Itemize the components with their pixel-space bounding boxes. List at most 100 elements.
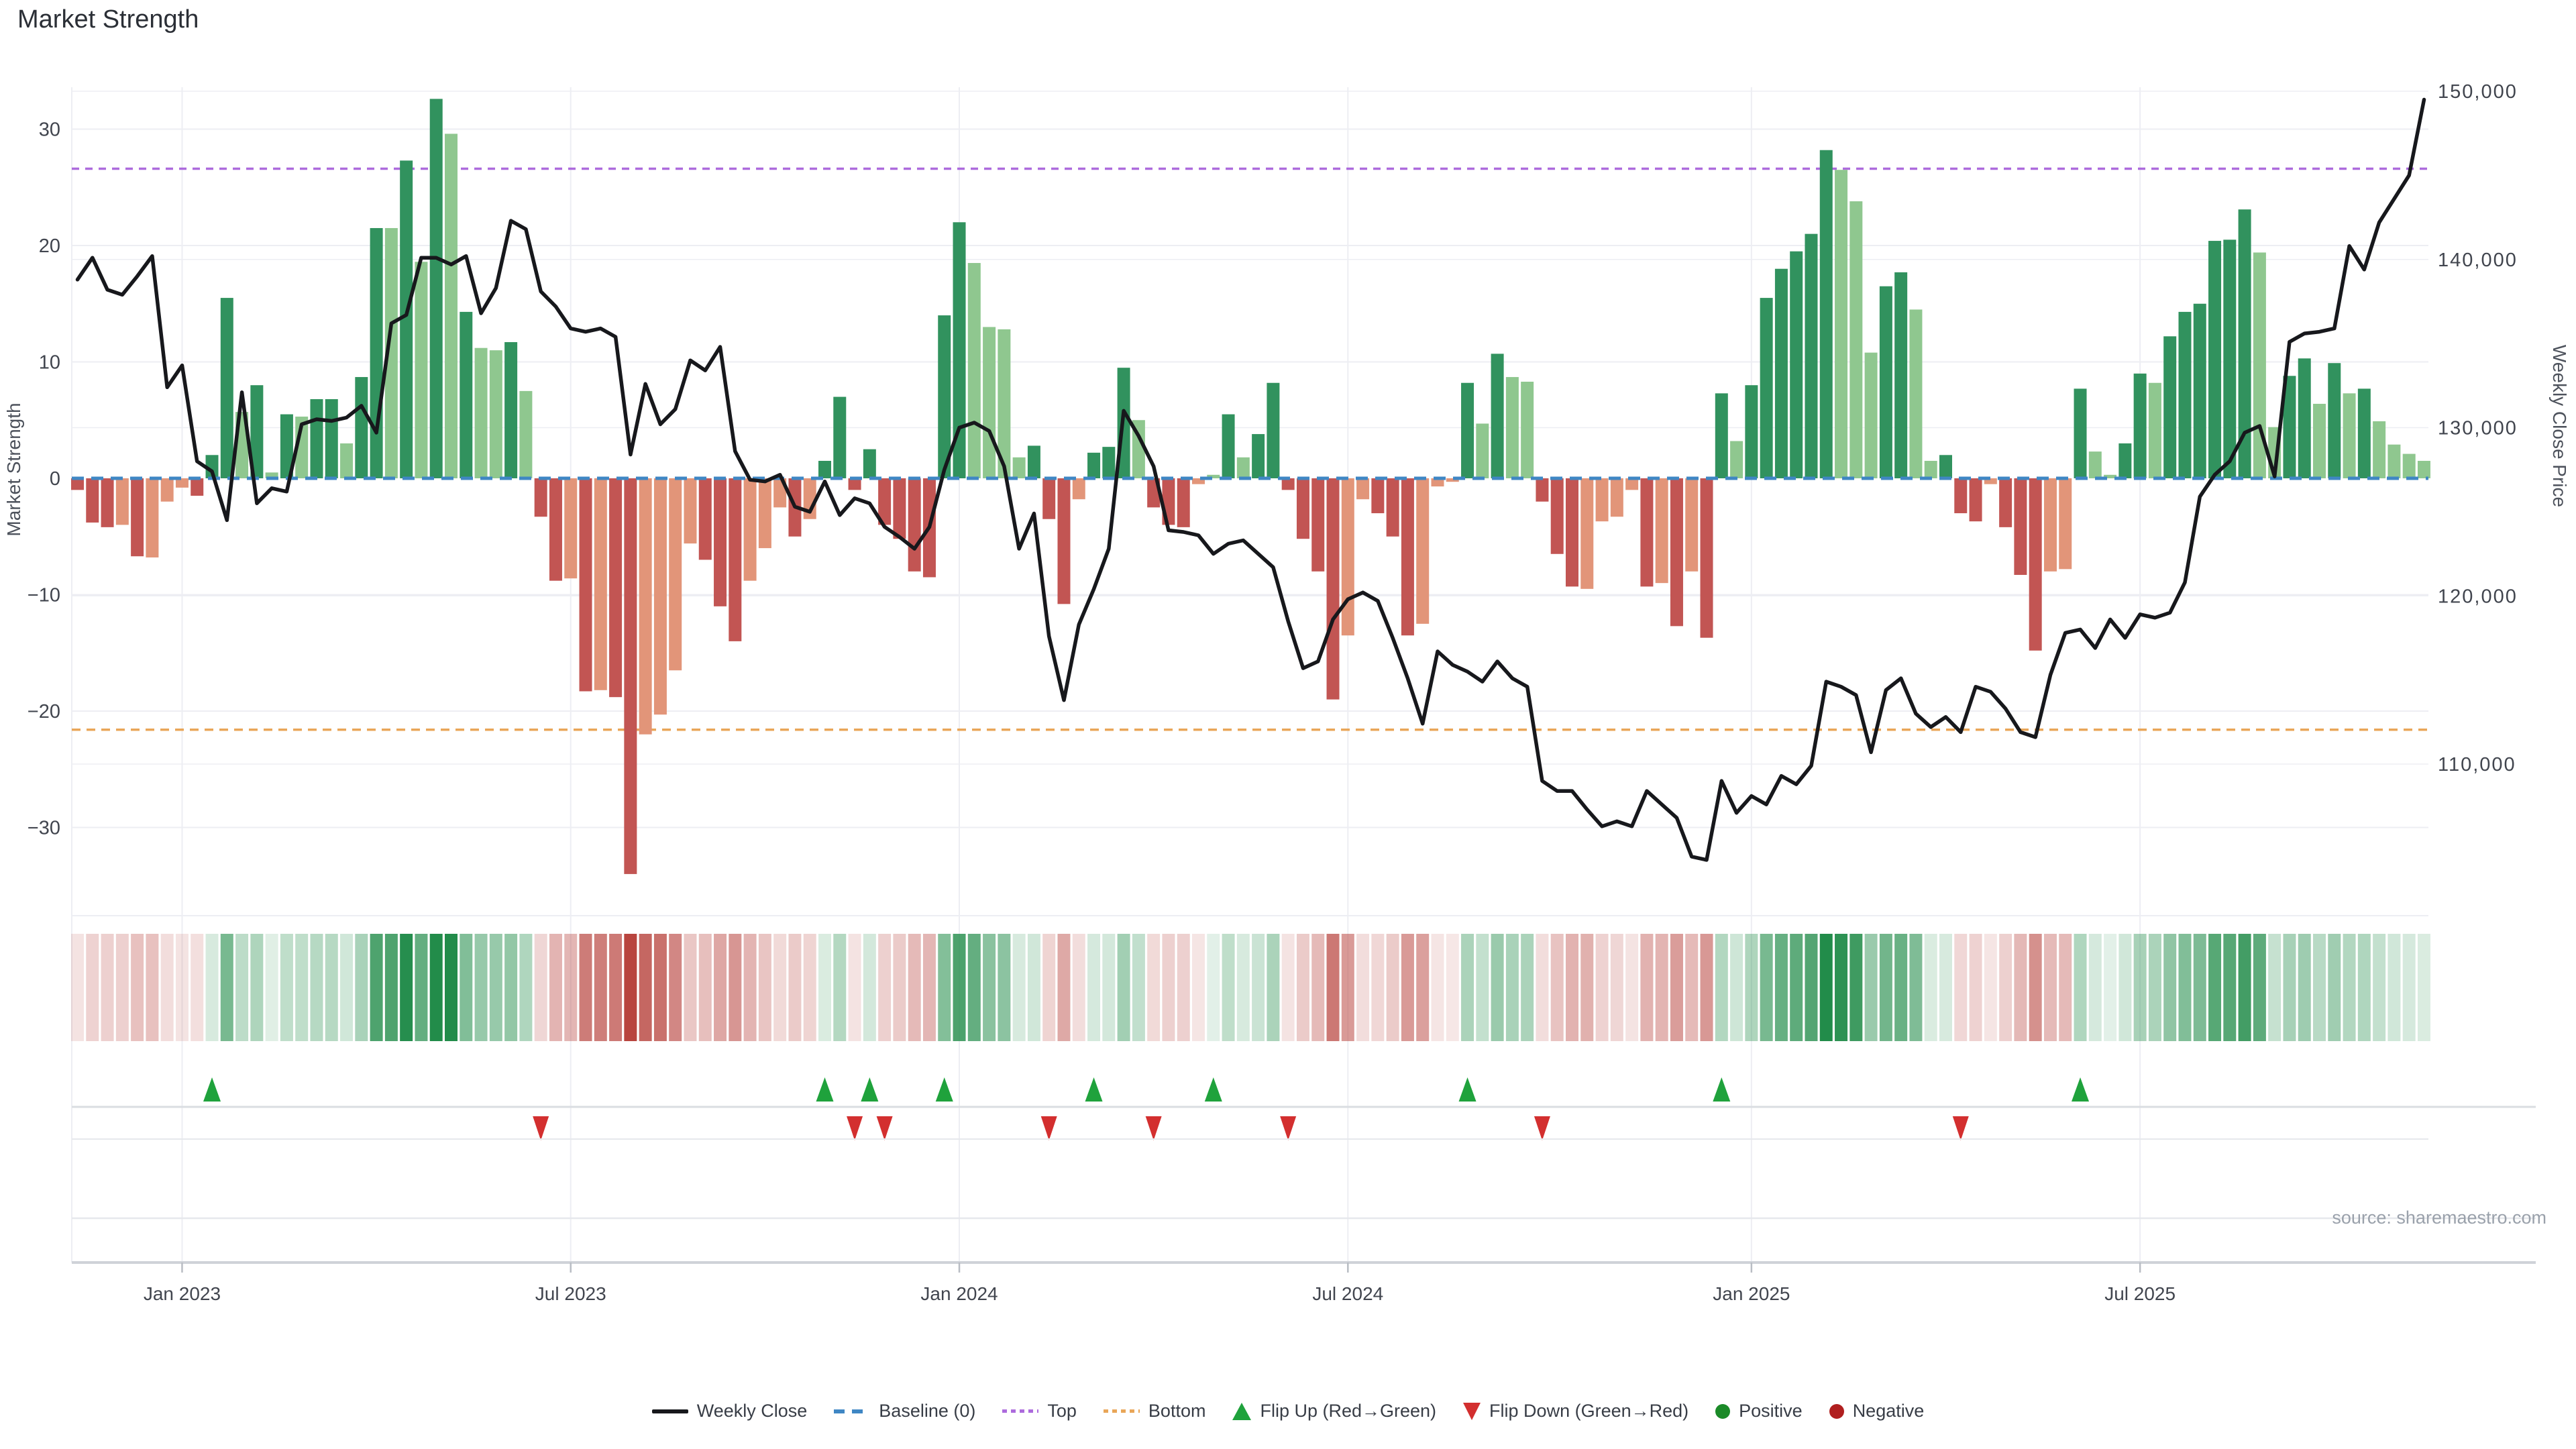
- heatmap-cell: [1012, 934, 1026, 1041]
- heatmap-cell: [370, 934, 383, 1041]
- strength-bar: [1894, 272, 1908, 478]
- heatmap-cell: [2417, 934, 2430, 1041]
- strength-bar: [175, 478, 189, 488]
- legend-item-bottom[interactable]: Bottom: [1103, 1401, 1205, 1421]
- heatmap-cell: [579, 934, 592, 1041]
- heatmap-cell: [101, 934, 114, 1041]
- heatmap-cell: [2357, 934, 2371, 1041]
- heatmap-cell: [624, 934, 637, 1041]
- heatmap-cell: [1356, 934, 1370, 1041]
- heatmap-cell: [86, 934, 99, 1041]
- strength-bar: [474, 347, 488, 478]
- legend-item-top[interactable]: Top: [1002, 1401, 1077, 1421]
- dot-orange-icon: [1103, 1409, 1140, 1413]
- strength-bar: [1655, 478, 1668, 584]
- heatmap-cell: [1566, 934, 1578, 1041]
- heatmap-cell: [1805, 934, 1818, 1041]
- heatmap-cell: [1341, 934, 1354, 1041]
- flip-up-marker: [1085, 1077, 1103, 1102]
- strength-bar: [967, 263, 981, 478]
- strength-bar: [1132, 420, 1145, 478]
- legend-item-positive[interactable]: Positive: [1715, 1401, 1803, 1421]
- strength-bar: [1730, 441, 1743, 478]
- y-axis-tick-label: 10: [39, 352, 60, 374]
- heatmap-cell: [2133, 934, 2147, 1041]
- heatmap-cell: [2298, 934, 2311, 1041]
- flip-up-marker: [1458, 1077, 1477, 1102]
- strength-bar: [714, 478, 727, 606]
- heatmap-cell: [1715, 934, 1728, 1041]
- strength-bar: [280, 414, 293, 478]
- flip-down-marker: [847, 1116, 863, 1140]
- heatmap-cell: [1610, 934, 1623, 1041]
- legend-item-baseline-0[interactable]: Baseline (0): [834, 1401, 975, 1421]
- heatmap-cell: [2283, 934, 2296, 1041]
- heatmap-cell: [460, 934, 473, 1041]
- heatmap-cell: [743, 934, 757, 1041]
- strength-bar: [1222, 414, 1235, 478]
- heatmap-cell: [400, 934, 413, 1041]
- strength-bar: [684, 478, 697, 544]
- strength-bar: [1296, 478, 1309, 539]
- heatmap-cell: [1685, 934, 1699, 1041]
- strength-bar: [1939, 455, 1952, 478]
- strength-bar: [2148, 382, 2161, 478]
- heatmap-cell: [2208, 934, 2222, 1041]
- heatmap-cell: [2059, 934, 2072, 1041]
- heatmap-cell: [2148, 934, 2161, 1041]
- left-axis-title: Market Strength: [3, 402, 24, 536]
- page-title: Market Strength: [17, 5, 199, 34]
- legend-item-flip-down-green-red[interactable]: Flip Down (Green→Red): [1463, 1401, 1688, 1421]
- heatmap-cell: [863, 934, 876, 1041]
- flip-down-marker: [1280, 1116, 1297, 1140]
- strength-bar: [1102, 447, 1116, 478]
- strength-bar: [1461, 382, 1474, 478]
- strength-bar: [2104, 474, 2117, 478]
- heatmap-cell: [1730, 934, 1743, 1041]
- strength-bar: [2014, 478, 2027, 576]
- heatmap-cell: [445, 934, 458, 1041]
- strength-bar: [1431, 478, 1444, 487]
- strength-bar: [1386, 478, 1399, 537]
- heatmap-cell: [1954, 934, 1968, 1041]
- legend-label: Flip Up (Red→Green): [1260, 1401, 1437, 1421]
- heatmap-cell: [983, 934, 996, 1041]
- heatmap-cell: [1595, 934, 1609, 1041]
- heatmap-cell: [1027, 934, 1040, 1041]
- heatmap-cell: [2118, 934, 2132, 1041]
- heatmap-cell: [564, 934, 578, 1041]
- heatmap-cell: [1894, 934, 1908, 1041]
- heatmap-cell: [2029, 934, 2042, 1041]
- legend-label: Top: [1047, 1401, 1077, 1421]
- legend-item-negative[interactable]: Negative: [1829, 1401, 1925, 1421]
- heatmap-cell: [908, 934, 921, 1041]
- strength-bar: [160, 478, 174, 502]
- heatmap-cell: [878, 934, 892, 1041]
- strength-bar: [445, 133, 458, 478]
- strength-bar: [205, 455, 219, 478]
- heatmap-cell: [758, 934, 771, 1041]
- heatmap-cell: [1087, 934, 1101, 1041]
- legend-label: Negative: [1852, 1401, 1925, 1421]
- strength-bar: [549, 478, 562, 581]
- strength-bar: [848, 478, 861, 490]
- price-axis-tick-label: 130,000: [2438, 418, 2518, 439]
- strength-bar: [1805, 233, 1818, 478]
- flip-up-marker: [861, 1077, 879, 1102]
- strength-bar: [818, 460, 831, 478]
- strength-bar: [2298, 358, 2311, 478]
- heatmap-cell: [1386, 934, 1399, 1041]
- flip-down-marker: [1145, 1116, 1162, 1140]
- heatmap-cell: [1326, 934, 1340, 1041]
- heatmap-cell: [1177, 934, 1190, 1041]
- strength-bar: [504, 342, 518, 478]
- legend-item-weekly-close[interactable]: Weekly Close: [651, 1401, 807, 1421]
- heatmap-cell: [220, 934, 233, 1041]
- legend-item-flip-up-red-green[interactable]: Flip Up (Red→Green): [1232, 1401, 1436, 1421]
- heatmap-cell: [1296, 934, 1309, 1041]
- strength-bar: [2387, 444, 2401, 478]
- heatmap-cell: [175, 934, 189, 1041]
- strength-bar: [265, 472, 278, 478]
- heatmap-cell: [1760, 934, 1773, 1041]
- heatmap-cell: [1371, 934, 1385, 1041]
